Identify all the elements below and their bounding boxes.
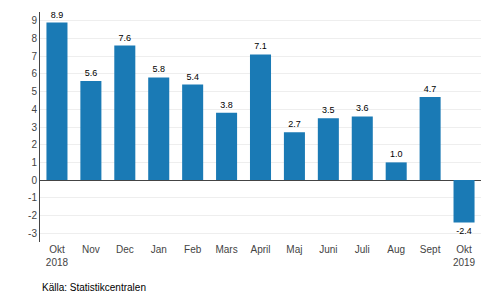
svg-text:Mars: Mars <box>215 244 237 255</box>
svg-text:1: 1 <box>31 157 37 168</box>
svg-text:-3: -3 <box>28 228 37 239</box>
svg-text:4: 4 <box>31 104 37 115</box>
svg-text:Okt2019: Okt2019 <box>453 244 476 268</box>
svg-text:April: April <box>250 244 270 255</box>
svg-text:Feb: Feb <box>184 244 202 255</box>
svg-text:Källa: Statistikcentralen: Källa: Statistikcentralen <box>42 282 146 293</box>
svg-text:Nov: Nov <box>82 244 100 255</box>
svg-text:3.8: 3.8 <box>220 100 233 110</box>
svg-text:5.8: 5.8 <box>152 64 165 74</box>
svg-text:Okt2018: Okt2018 <box>46 244 69 268</box>
svg-text:Jan: Jan <box>151 244 167 255</box>
svg-text:7.1: 7.1 <box>254 41 267 51</box>
svg-text:-2: -2 <box>28 210 37 221</box>
svg-text:6: 6 <box>31 68 37 79</box>
svg-text:8: 8 <box>31 33 37 44</box>
svg-text:5.4: 5.4 <box>186 72 199 82</box>
svg-text:2: 2 <box>31 139 37 150</box>
svg-text:Juli: Juli <box>355 244 370 255</box>
svg-text:-2.4: -2.4 <box>456 226 472 236</box>
svg-text:7.6: 7.6 <box>119 33 132 43</box>
svg-text:Maj: Maj <box>286 244 302 255</box>
svg-text:5.6: 5.6 <box>85 68 98 78</box>
svg-text:3: 3 <box>31 122 37 133</box>
svg-text:3.6: 3.6 <box>356 103 369 113</box>
svg-text:4.7: 4.7 <box>424 84 437 94</box>
svg-text:1.0: 1.0 <box>390 149 403 159</box>
svg-text:3.5: 3.5 <box>322 105 335 115</box>
svg-text:Juni: Juni <box>319 244 337 255</box>
svg-text:-1: -1 <box>28 192 37 203</box>
svg-text:8.9: 8.9 <box>51 10 64 20</box>
svg-text:2.7: 2.7 <box>288 119 301 129</box>
svg-text:0: 0 <box>31 175 37 186</box>
svg-text:Aug: Aug <box>387 244 405 255</box>
svg-text:7: 7 <box>31 51 37 62</box>
svg-text:9: 9 <box>31 15 37 26</box>
svg-text:5: 5 <box>31 86 37 97</box>
svg-text:Sept: Sept <box>420 244 441 255</box>
svg-text:Dec: Dec <box>116 244 134 255</box>
